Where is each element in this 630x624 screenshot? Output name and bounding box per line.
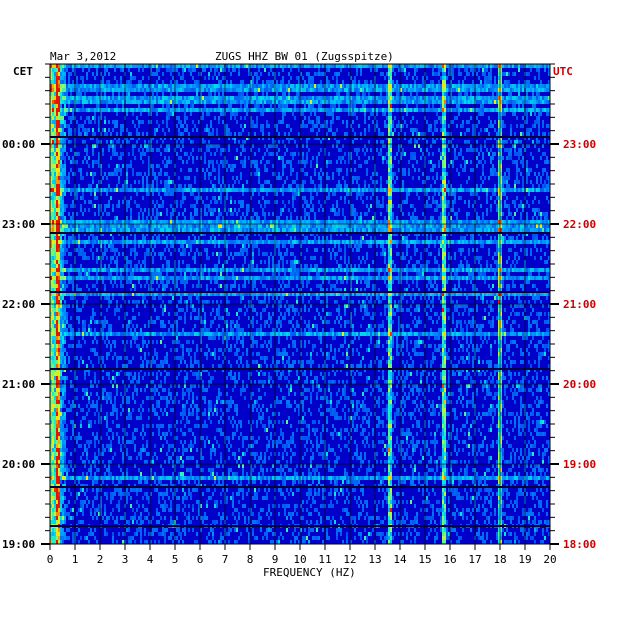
x-tick-label: 8 (247, 553, 254, 566)
utc-tick-label: 20:00 (563, 378, 596, 391)
x-tick-label: 16 (443, 553, 456, 566)
date-label: Mar 3,2012 (50, 50, 116, 63)
grid-lines (50, 64, 550, 544)
x-tick-label: 5 (172, 553, 179, 566)
x-axis-label: FREQUENCY (HZ) (263, 566, 356, 579)
x-tick-label: 14 (393, 553, 407, 566)
x-tick-label: 4 (147, 553, 154, 566)
utc-tick-label: 18:00 (563, 538, 596, 551)
utc-label: UTC (553, 65, 573, 78)
left-time-axis: 00:00 23:00 22:00 21:00 20:00 19:00 (2, 63, 50, 551)
utc-tick-label: 21:00 (563, 298, 596, 311)
x-tick-label: 7 (222, 553, 229, 566)
x-tick-label: 17 (468, 553, 481, 566)
x-tick-label: 10 (293, 553, 306, 566)
cet-label: CET (13, 65, 33, 78)
utc-tick-label: 19:00 (563, 458, 596, 471)
x-tick-label: 20 (543, 553, 556, 566)
right-time-axis: 23:00 22:00 21:00 20:00 19:00 18:00 (550, 63, 596, 551)
cet-tick-label: 23:00 (2, 218, 35, 231)
x-axis: 0 1 2 3 4 5 6 7 8 9 10 11 12 13 14 15 16 17 18 19 20 (47, 544, 557, 566)
x-tick-label: 15 (418, 553, 431, 566)
x-tick-label: 1 (72, 553, 79, 566)
cet-tick-label: 19:00 (2, 538, 35, 551)
utc-tick-label: 22:00 (563, 218, 596, 231)
x-tick-label: 12 (343, 553, 356, 566)
x-tick-label: 19 (518, 553, 531, 566)
x-tick-label: 6 (197, 553, 204, 566)
x-tick-label: 3 (122, 553, 129, 566)
x-tick-label: 9 (272, 553, 279, 566)
x-tick-label: 18 (493, 553, 506, 566)
station-title: ZUGS HHZ BW 01 (Zugsspitze) (215, 50, 394, 63)
cet-tick-label: 21:00 (2, 378, 35, 391)
x-tick-label: 0 (47, 553, 54, 566)
x-tick-label: 13 (368, 553, 381, 566)
utc-tick-label: 23:00 (563, 138, 596, 151)
cet-tick-label: 22:00 (2, 298, 35, 311)
cet-tick-label: 20:00 (2, 458, 35, 471)
x-tick-label: 11 (318, 553, 331, 566)
cet-tick-label: 00:00 (2, 138, 35, 151)
x-tick-label: 2 (97, 553, 104, 566)
